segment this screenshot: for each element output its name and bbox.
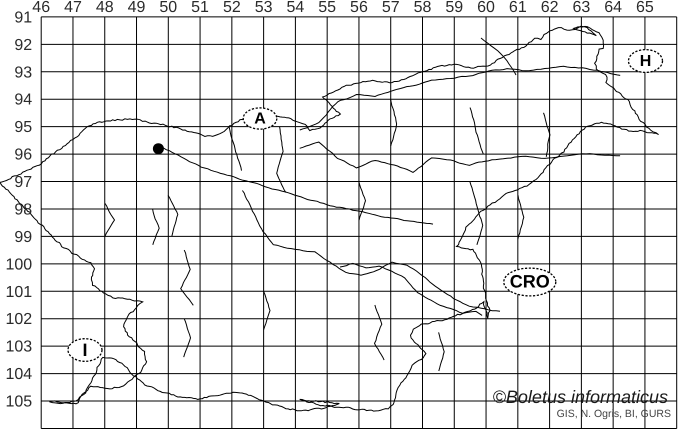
svg-text:103: 103	[5, 339, 32, 356]
svg-text:61: 61	[509, 0, 527, 16]
svg-text:I: I	[82, 340, 87, 360]
svg-text:CRO: CRO	[510, 272, 550, 292]
svg-text:64: 64	[604, 0, 622, 16]
svg-text:56: 56	[350, 0, 368, 16]
svg-text:63: 63	[572, 0, 590, 16]
svg-text:60: 60	[477, 0, 495, 16]
svg-text:51: 51	[191, 0, 209, 16]
svg-text:105: 105	[5, 394, 32, 411]
svg-text:46: 46	[32, 0, 50, 16]
svg-text:96: 96	[14, 147, 32, 164]
svg-text:59: 59	[445, 0, 463, 16]
svg-text:58: 58	[414, 0, 432, 16]
svg-text:65: 65	[636, 0, 654, 16]
svg-text:50: 50	[159, 0, 177, 16]
svg-text:94: 94	[14, 92, 32, 109]
svg-text:A: A	[254, 111, 266, 128]
svg-text:©Boletus informaticus: ©Boletus informaticus	[493, 387, 668, 407]
svg-text:54: 54	[287, 0, 305, 16]
svg-text:62: 62	[541, 0, 559, 16]
svg-text:98: 98	[14, 201, 32, 218]
svg-text:100: 100	[5, 256, 32, 273]
svg-text:48: 48	[96, 0, 114, 16]
svg-text:93: 93	[14, 64, 32, 81]
svg-text:52: 52	[223, 0, 241, 16]
svg-text:47: 47	[64, 0, 82, 16]
svg-text:99: 99	[14, 229, 32, 246]
svg-text:53: 53	[255, 0, 273, 16]
svg-text:97: 97	[14, 174, 32, 191]
svg-text:55: 55	[318, 0, 336, 16]
svg-text:49: 49	[128, 0, 146, 16]
svg-text:H: H	[640, 53, 652, 70]
svg-text:102: 102	[5, 311, 32, 328]
svg-text:57: 57	[382, 0, 400, 16]
svg-text:92: 92	[14, 37, 32, 54]
svg-text:101: 101	[5, 284, 32, 301]
svg-text:91: 91	[14, 9, 32, 26]
svg-text:GIS, N. Ogris, BI, GURS: GIS, N. Ogris, BI, GURS	[557, 408, 671, 420]
svg-text:104: 104	[5, 366, 32, 383]
svg-text:95: 95	[14, 119, 32, 136]
